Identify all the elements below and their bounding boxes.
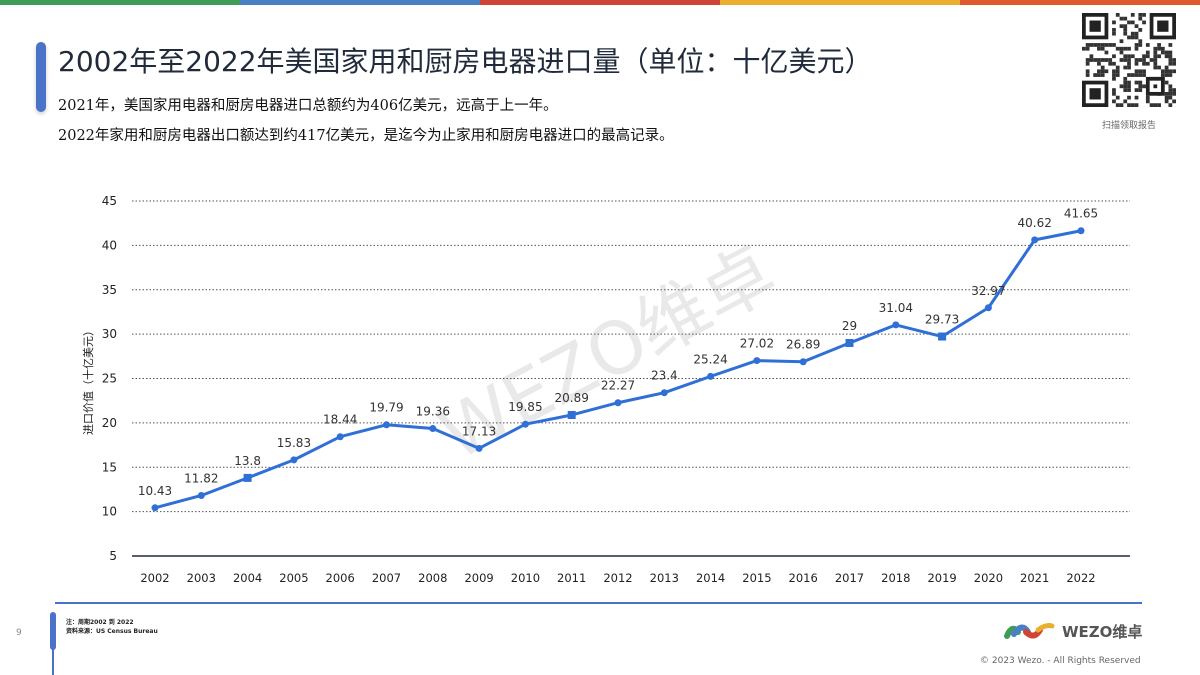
x-tick-label: 2004 xyxy=(233,571,262,585)
wezo-logo-icon xyxy=(1004,623,1055,639)
data-point-marker xyxy=(151,504,159,512)
data-label: 10.43 xyxy=(138,484,172,498)
data-point-marker xyxy=(799,358,807,366)
y-tick-label: 40 xyxy=(102,238,117,252)
y-tick-label: 15 xyxy=(102,460,117,474)
footer-accent-bar xyxy=(50,612,56,650)
y-tick-label: 35 xyxy=(102,283,117,297)
x-tick-label: 2013 xyxy=(650,571,679,585)
data-label: 20.89 xyxy=(555,391,589,405)
x-tick-label: 2005 xyxy=(279,571,308,585)
data-label: 19.85 xyxy=(508,400,542,414)
data-label: 29.73 xyxy=(925,313,959,327)
page-number: 9 xyxy=(16,628,22,638)
x-tick-label: 2003 xyxy=(187,571,216,585)
data-label: 32.97 xyxy=(971,284,1005,298)
data-point-marker xyxy=(984,304,992,312)
data-point-marker xyxy=(753,357,761,365)
data-label: 31.04 xyxy=(879,301,913,315)
x-tick-label: 2007 xyxy=(372,571,401,585)
data-label: 19.36 xyxy=(416,405,450,419)
x-tick-label: 2022 xyxy=(1066,571,1095,585)
data-label: 18.44 xyxy=(323,413,357,427)
data-point-marker xyxy=(429,425,437,433)
data-label: 17.13 xyxy=(462,424,496,438)
data-label: 11.82 xyxy=(184,471,218,485)
x-tick-label: 2018 xyxy=(881,571,910,585)
data-point-marker xyxy=(521,420,529,428)
data-point-marker xyxy=(707,372,715,380)
x-tick-label: 2021 xyxy=(1020,571,1049,585)
subtitle-line-1: 2021年，美国家用电器和厨房电器进口总额约为406亿美元，远高于上一年。 xyxy=(58,98,558,114)
data-label: 29 xyxy=(842,319,857,333)
x-tick-label: 2020 xyxy=(974,571,1003,585)
data-point-marker xyxy=(614,399,622,407)
x-tick-label: 2009 xyxy=(464,571,493,585)
data-label: 40.62 xyxy=(1018,216,1052,230)
data-label: 25.24 xyxy=(693,352,727,366)
y-tick-label: 30 xyxy=(102,327,117,341)
data-point-marker xyxy=(243,473,252,482)
line-chart: WEZO维卓 5 10 15 20 25 30 35 40 45 进口价值（十亿美元） 2002 200… xyxy=(81,194,1130,585)
top-color-segment xyxy=(240,0,480,5)
data-point-marker xyxy=(1031,236,1039,244)
x-tick-label: 2019 xyxy=(927,571,956,585)
data-label: 26.89 xyxy=(786,338,820,352)
x-tick-label: 2012 xyxy=(603,571,632,585)
qr-caption: 扫描领取报告 xyxy=(1101,121,1156,131)
copyright: © 2023 Wezo. - All Rights Reserved xyxy=(980,656,1141,666)
data-point-marker xyxy=(892,321,900,329)
y-tick-label: 20 xyxy=(102,416,117,430)
data-label: 15.83 xyxy=(277,436,311,450)
x-tick-label: 2016 xyxy=(789,571,818,585)
logo-text: WEZO维卓 xyxy=(1062,622,1143,641)
x-tick-label: 2011 xyxy=(557,571,586,585)
footer-divider xyxy=(55,602,1142,604)
data-point-marker xyxy=(197,491,205,499)
data-point-marker xyxy=(660,389,668,397)
data-label: 27.02 xyxy=(740,337,774,351)
footer-note-source: 资料来源：US Census Bureau xyxy=(66,628,158,635)
data-label: 19.79 xyxy=(369,401,403,415)
footer-accent-stem xyxy=(52,648,54,675)
y-axis-label: 进口价值（十亿美元） xyxy=(81,325,95,435)
page-title: 2002年至2022年美国家用和厨房电器进口量（单位：十亿美元） xyxy=(58,45,873,78)
qr-code-icon[interactable] xyxy=(1082,13,1176,107)
data-point-marker xyxy=(475,444,483,452)
data-point-marker xyxy=(567,410,576,419)
x-tick-label: 2014 xyxy=(696,571,725,585)
wezo-logo: WEZO维卓 xyxy=(1004,620,1142,642)
data-point-marker xyxy=(383,421,390,429)
data-label: 22.27 xyxy=(601,379,635,393)
y-tick-label: 5 xyxy=(109,549,117,563)
data-point-marker xyxy=(290,456,298,464)
y-tick-label: 10 xyxy=(102,505,117,519)
x-tick-label: 2017 xyxy=(835,571,864,585)
data-label: 41.65 xyxy=(1064,207,1098,221)
x-tick-label: 2006 xyxy=(326,571,355,585)
top-color-segment xyxy=(0,0,240,5)
watermark: WEZO维卓 xyxy=(425,230,788,476)
x-tick-label: 2002 xyxy=(140,571,169,585)
top-color-segment xyxy=(960,0,1200,5)
x-tick-label: 2010 xyxy=(511,571,540,585)
y-tick-label: 45 xyxy=(102,194,117,208)
data-label: 13.8 xyxy=(234,454,261,468)
data-label: 23.4 xyxy=(651,369,678,383)
top-color-bar xyxy=(0,0,1200,5)
subtitle-line-2: 2022年家用和厨房电器出口额达到约417亿美元，是迄今为止家用和厨房电器进口的… xyxy=(58,128,674,144)
y-tick-label: 25 xyxy=(102,372,117,386)
footer-note-period: 注：周期2002 到 2022 xyxy=(66,619,134,626)
data-point-marker xyxy=(938,332,947,341)
top-color-segment xyxy=(480,0,720,5)
x-tick-label: 2008 xyxy=(418,571,447,585)
data-point-marker xyxy=(1077,227,1085,235)
data-point-marker xyxy=(845,339,854,347)
top-color-segment xyxy=(720,0,960,5)
title-accent-bar xyxy=(36,42,46,112)
x-tick-label: 2015 xyxy=(742,571,771,585)
data-point-marker xyxy=(336,433,344,441)
